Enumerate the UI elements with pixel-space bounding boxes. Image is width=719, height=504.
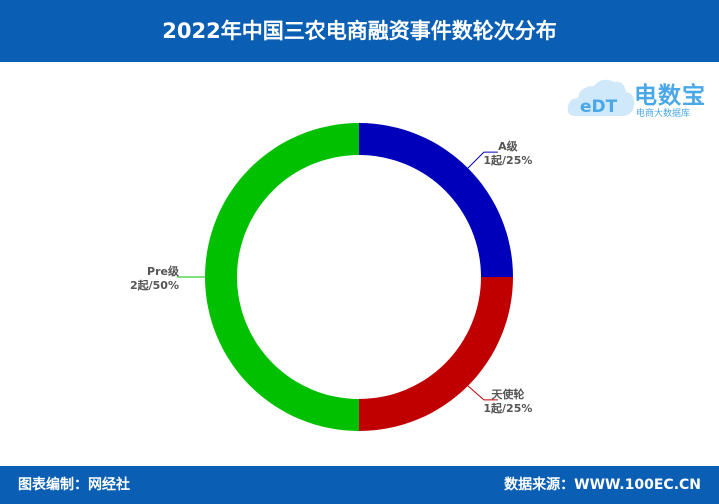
cloud-icon: eDT — [567, 79, 635, 117]
slice-label-value-1: 1起/25% — [483, 401, 532, 415]
logo-mark: eDT — [580, 97, 618, 117]
slice-label-name-0: A级 — [498, 139, 519, 153]
slice-0 — [359, 123, 513, 277]
footer-source-right: 数据来源：WWW.100EC.CN — [504, 477, 701, 493]
leader-line-0 — [467, 151, 498, 169]
footer-bar: 图表编制：网经社 数据来源：WWW.100EC.CN — [0, 466, 719, 504]
header-bar — [0, 0, 719, 62]
slice-label-name-1: 天使轮 — [491, 387, 524, 401]
slice-2 — [205, 123, 359, 431]
leader-line-1 — [467, 385, 498, 401]
logo-name: 电数宝 — [634, 83, 706, 109]
logo: eDT 电数宝 电商大数据库 — [566, 70, 714, 126]
slice-1 — [359, 277, 513, 431]
logo-subtitle: 电商大数据库 — [636, 109, 691, 119]
footer-source-left: 图表编制：网经社 — [18, 477, 130, 493]
slice-label-value-2: 2起/50% — [130, 278, 179, 292]
slice-label-name-2: Pre级 — [147, 264, 180, 278]
slice-label-value-0: 1起/25% — [483, 153, 532, 167]
chart-title: 2022年中国三农电商融资事件数轮次分布 — [162, 19, 557, 43]
